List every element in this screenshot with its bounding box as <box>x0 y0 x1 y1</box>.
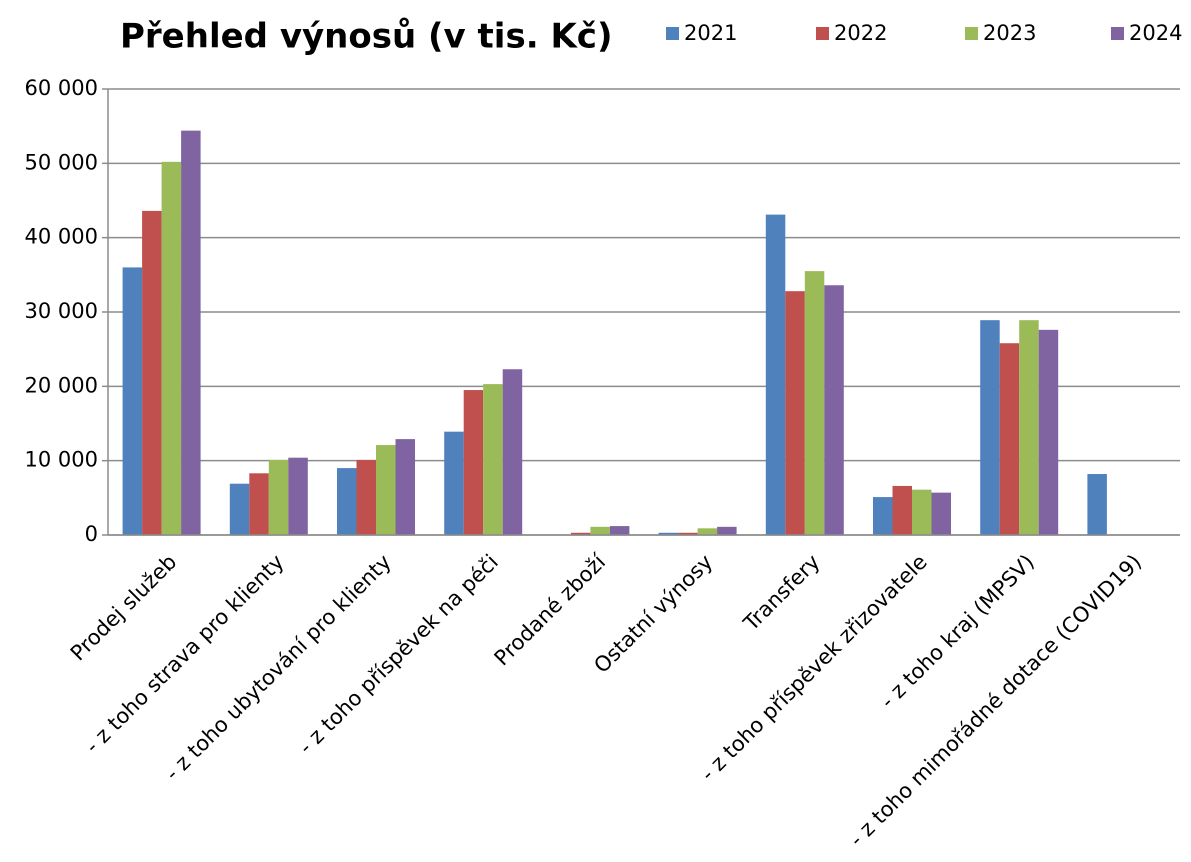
bar <box>678 532 698 535</box>
legend-swatch <box>1111 27 1124 40</box>
bar <box>912 489 932 535</box>
y-tick-label: 20 000 <box>25 373 98 397</box>
bar <box>931 492 951 535</box>
bar <box>717 526 737 535</box>
x-tick-label: Ostatní výnosy <box>589 550 717 678</box>
y-tick-label: 60 000 <box>25 76 98 100</box>
bar <box>1087 474 1107 535</box>
bar <box>395 439 415 535</box>
legend-swatch <box>965 27 978 40</box>
legend-label: 2024 <box>1129 21 1182 45</box>
bar <box>609 526 630 535</box>
bar <box>356 459 376 535</box>
bar <box>376 445 396 535</box>
y-tick-label: 10 000 <box>25 448 98 472</box>
legend-swatch <box>666 27 679 40</box>
bar <box>765 214 786 535</box>
y-tick-label: 30 000 <box>25 299 98 323</box>
bar <box>824 285 844 535</box>
bar <box>268 459 289 535</box>
bar <box>590 526 610 535</box>
bar <box>337 468 357 535</box>
bar <box>142 210 162 535</box>
bar <box>181 130 201 536</box>
bar <box>249 473 269 535</box>
x-tick-label: - z toho příspěvek zřizovatele <box>696 550 932 786</box>
bar <box>444 431 464 535</box>
bar <box>122 267 143 535</box>
bar <box>288 457 308 535</box>
x-tick-label: Prodané zboží <box>490 549 611 670</box>
bar <box>570 532 591 535</box>
y-tick-label: 0 <box>85 522 98 546</box>
bar <box>161 161 182 535</box>
bar <box>785 291 805 535</box>
bar <box>873 497 893 535</box>
bar <box>229 483 250 535</box>
x-tick-label: - z toho příspěvek na péči <box>294 550 503 759</box>
x-tick-label: Transfery <box>738 550 824 636</box>
x-tick-label: - z toho strava pro klienty <box>81 550 289 758</box>
x-tick-label: - z toho ubytování pro klienty <box>160 550 395 785</box>
bar <box>999 343 1020 535</box>
chart-title: Přehled výnosů (v tis. Kč) <box>120 17 613 57</box>
bar <box>1019 320 1039 535</box>
y-tick-label: 40 000 <box>25 225 98 249</box>
legend-swatch <box>816 27 829 40</box>
bar <box>697 528 718 535</box>
x-tick-label: Prodej služeb <box>66 550 182 666</box>
legend-label: 2021 <box>684 21 737 45</box>
bar <box>463 390 484 535</box>
bar <box>1038 329 1059 535</box>
y-tick-label: 50 000 <box>25 150 98 174</box>
legend-label: 2023 <box>983 21 1036 45</box>
bar <box>804 271 825 535</box>
bar <box>502 369 523 535</box>
bar <box>483 384 503 535</box>
bar <box>892 485 912 535</box>
bar <box>658 532 679 535</box>
legend-label: 2022 <box>834 21 887 45</box>
bar <box>980 320 1000 535</box>
